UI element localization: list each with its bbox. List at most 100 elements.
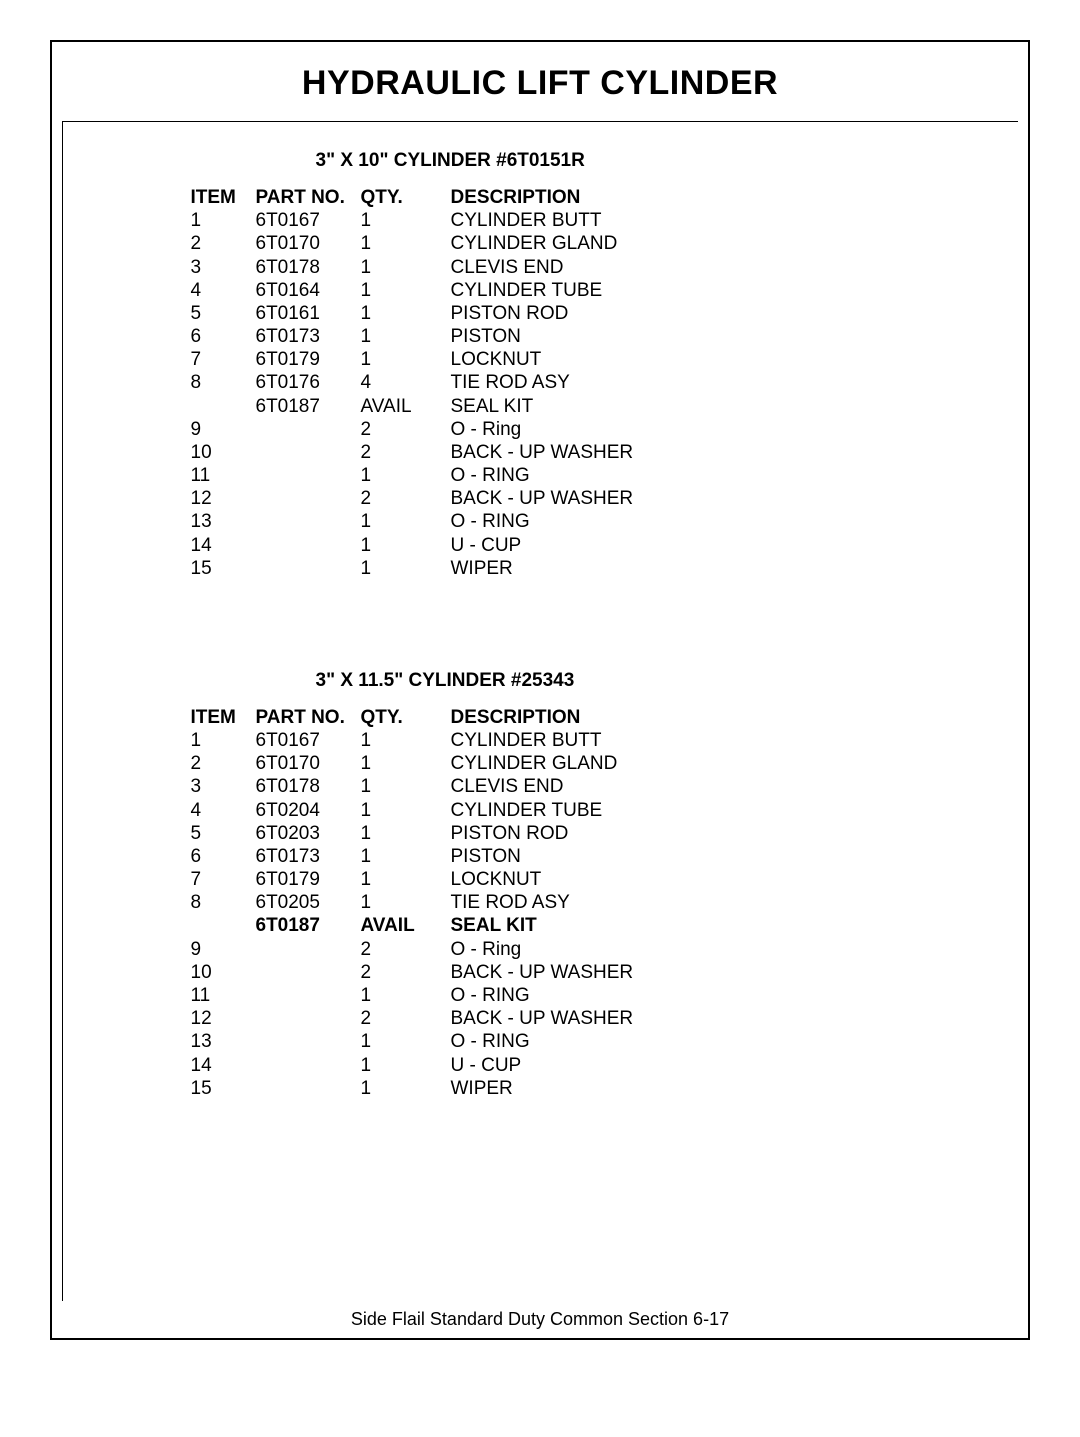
cell-desc: PISTON ROD	[451, 822, 891, 845]
table-row: 26T01701CYLINDER GLAND	[191, 752, 891, 775]
cell-item: 5	[191, 822, 256, 845]
cell-desc: CYLINDER GLAND	[451, 232, 891, 255]
cell-desc: BACK - UP WASHER	[451, 1007, 891, 1030]
cell-qty: 1	[361, 232, 451, 255]
cell-item: 4	[191, 799, 256, 822]
cell-part: 6T0176	[256, 371, 361, 394]
section-heading: 3" X 10" CYLINDER #6T0151R	[191, 150, 891, 172]
cell-item: 12	[191, 1007, 256, 1030]
cell-qty: 1	[361, 752, 451, 775]
cell-part	[256, 1030, 361, 1053]
cell-part: 6T0173	[256, 325, 361, 348]
cell-part: 6T0178	[256, 256, 361, 279]
cell-item: 15	[191, 1077, 256, 1100]
table-row: 15 1WIPER	[191, 557, 891, 580]
col-part-header: PART No.	[256, 186, 361, 209]
cell-item: 5	[191, 302, 256, 325]
cell-qty: 2	[361, 418, 451, 441]
table-body-0: 16T01671CYLINDER BUTT26T01701CYLINDER GL…	[191, 209, 891, 580]
cell-qty: 1	[361, 510, 451, 533]
cell-qty: 1	[361, 325, 451, 348]
cell-item: 8	[191, 371, 256, 394]
table-row: 122BACK - UP WASHER	[191, 487, 891, 510]
cell-item: 2	[191, 752, 256, 775]
cell-desc: CLEVIS END	[451, 256, 891, 279]
cell-item: 7	[191, 348, 256, 371]
table-header-row: ITEM PART No. QTY. DESCRIPTION	[191, 186, 891, 209]
table-row: 141U - CUP	[191, 1054, 891, 1077]
cell-item: 10	[191, 961, 256, 984]
cell-item	[191, 395, 256, 418]
cell-qty: 1	[361, 822, 451, 845]
table-body-1: 16T01671CYLINDER BUTT26T01701CYLINDER GL…	[191, 729, 891, 1100]
table-row: 92O - Ring	[191, 938, 891, 961]
cell-qty: 1	[361, 799, 451, 822]
cell-item: 13	[191, 1030, 256, 1053]
cell-desc: SEAL KIT	[451, 395, 891, 418]
cell-part: 6T0161	[256, 302, 361, 325]
cell-item: 1	[191, 729, 256, 752]
cell-item: 9	[191, 418, 256, 441]
table-row: 36T01781CLEVIS END	[191, 256, 891, 279]
col-item-header: ITEM	[191, 186, 256, 209]
cell-item: 9	[191, 938, 256, 961]
cell-desc: U - CUP	[451, 1054, 891, 1077]
cell-qty: 1	[361, 557, 451, 580]
table-row: 66T01731PISTON	[191, 845, 891, 868]
cell-part: 6T0164	[256, 279, 361, 302]
cell-desc: O - Ring	[451, 418, 891, 441]
cell-desc: WIPER	[451, 1077, 891, 1100]
cell-desc: SEAL KIT	[451, 914, 891, 937]
cell-desc: CYLINDER TUBE	[451, 799, 891, 822]
cell-desc: PISTON ROD	[451, 302, 891, 325]
cell-desc: LOCKNUT	[451, 348, 891, 371]
cell-part	[256, 441, 361, 464]
cell-qty: 1	[361, 1030, 451, 1053]
cell-part	[256, 938, 361, 961]
cell-qty: 1	[361, 845, 451, 868]
parts-table-1: ITEM PART No. QTY. DESCRIPTION 16T01671C…	[191, 706, 891, 1100]
cell-part: 6T0170	[256, 232, 361, 255]
footer-bold: Side Flail Standard Duty	[351, 1309, 550, 1329]
footer-light: Common Section 6-17	[550, 1309, 729, 1329]
cell-qty: 2	[361, 938, 451, 961]
cell-item: 14	[191, 1054, 256, 1077]
cell-part: 6T0203	[256, 822, 361, 845]
table-row: 6T0187AVAILSEAL KIT	[191, 395, 891, 418]
table-row: 151WIPER	[191, 1077, 891, 1100]
cell-desc: BACK - UP WASHER	[451, 961, 891, 984]
table-row: 9 2O - Ring	[191, 418, 891, 441]
cell-desc: LOCKNUT	[451, 868, 891, 891]
cell-desc: WIPER	[451, 557, 891, 580]
cell-part	[256, 1054, 361, 1077]
cell-desc: CYLINDER GLAND	[451, 752, 891, 775]
cell-item: 15	[191, 557, 256, 580]
cell-item: 13	[191, 510, 256, 533]
cell-desc: CYLINDER BUTT	[451, 209, 891, 232]
cell-qty: AVAIL	[361, 395, 451, 418]
table-row: 131O - RING	[191, 1030, 891, 1053]
table-row: 111O - RING	[191, 464, 891, 487]
cell-part: 6T0187	[256, 395, 361, 418]
table-row: 131O - RING	[191, 510, 891, 533]
table-row: 76T01791LOCKNUT	[191, 348, 891, 371]
table-row: 56T01611PISTON ROD	[191, 302, 891, 325]
cell-item: 2	[191, 232, 256, 255]
col-part-header: PART No.	[256, 706, 361, 729]
cell-desc: PISTON	[451, 845, 891, 868]
cell-part: 6T0167	[256, 729, 361, 752]
table-row: 102BACK - UP WASHER	[191, 441, 891, 464]
cell-qty: 1	[361, 729, 451, 752]
table-row: 46T01641CYLINDER TUBE	[191, 279, 891, 302]
page-footer: Side Flail Standard Duty Common Section …	[52, 1309, 1028, 1330]
cell-item: 12	[191, 487, 256, 510]
parts-table-0: ITEM PART No. QTY. DESCRIPTION 16T01671C…	[191, 186, 891, 580]
cell-desc: U - CUP	[451, 534, 891, 557]
cell-desc: BACK - UP WASHER	[451, 441, 891, 464]
cell-qty: 1	[361, 891, 451, 914]
cell-item: 11	[191, 464, 256, 487]
table-row: 16T01671CYLINDER BUTT	[191, 209, 891, 232]
cell-item: 14	[191, 534, 256, 557]
cell-desc: CLEVIS END	[451, 775, 891, 798]
col-desc-header: DESCRIPTION	[451, 706, 891, 729]
